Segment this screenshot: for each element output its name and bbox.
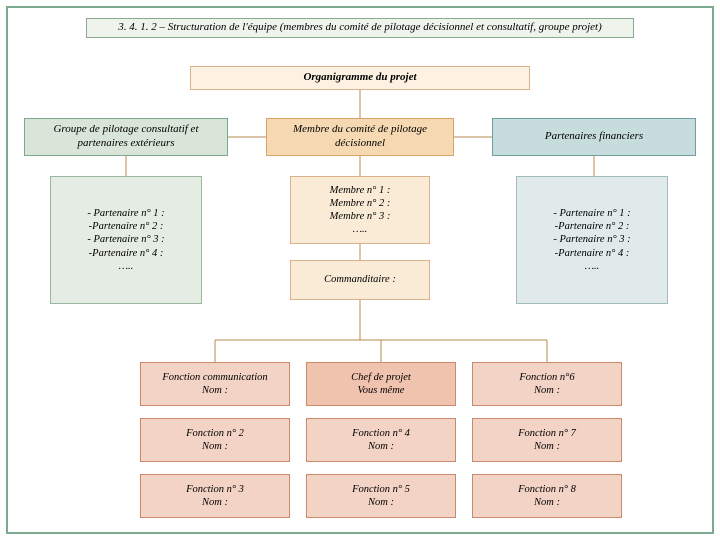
diagram-title-text: 3. 4. 1. 2 – Structuration de l'équipe (… <box>118 21 602 35</box>
function-r1-c3: Fonction n°6 Nom : <box>472 362 622 406</box>
body-financiers: - Partenaire n° 1 : -Partenaire n° 2 : -… <box>516 176 668 304</box>
diagram-title: 3. 4. 1. 2 – Structuration de l'équipe (… <box>86 18 634 38</box>
function-chef-de-projet: Chef de projet Vous même <box>306 362 456 406</box>
diagram-subtitle: Organigramme du projet <box>190 66 530 90</box>
function-label: Fonction n° 4 Nom : <box>352 427 410 453</box>
function-label: Fonction communication Nom : <box>162 371 267 397</box>
function-r2-c1: Fonction n° 2 Nom : <box>140 418 290 462</box>
function-r1-c1: Fonction communication Nom : <box>140 362 290 406</box>
head-consultatif: Groupe de pilotage consultatif et parten… <box>24 118 228 156</box>
body-commanditaire-text: Commanditaire : <box>324 273 396 286</box>
function-label: Fonction n° 2 Nom : <box>186 427 244 453</box>
function-r2-c3: Fonction n° 7 Nom : <box>472 418 622 462</box>
function-r3-c1: Fonction n° 3 Nom : <box>140 474 290 518</box>
function-label: Fonction n°6 Nom : <box>519 371 574 397</box>
head-decisionnel: Membre du comité de pilotage décisionnel <box>266 118 454 156</box>
function-label: Fonction n° 3 Nom : <box>186 483 244 509</box>
head-financiers-text: Partenaires financiers <box>545 130 643 144</box>
body-commanditaire: Commanditaire : <box>290 260 430 300</box>
function-r2-c2: Fonction n° 4 Nom : <box>306 418 456 462</box>
body-membres: Membre n° 1 : Membre n° 2 : Membre n° 3 … <box>290 176 430 244</box>
function-label: Fonction n° 5 Nom : <box>352 483 410 509</box>
body-consultatif: - Partenaire n° 1 : -Partenaire n° 2 : -… <box>50 176 202 304</box>
head-consultatif-text: Groupe de pilotage consultatif et parten… <box>31 123 221 151</box>
function-label: Fonction n° 8 Nom : <box>518 483 576 509</box>
function-r3-c3: Fonction n° 8 Nom : <box>472 474 622 518</box>
body-financiers-text: - Partenaire n° 1 : -Partenaire n° 2 : -… <box>553 207 630 273</box>
head-decisionnel-text: Membre du comité de pilotage décisionnel <box>273 123 447 151</box>
function-label: Fonction n° 7 Nom : <box>518 427 576 453</box>
function-r3-c2: Fonction n° 5 Nom : <box>306 474 456 518</box>
diagram-subtitle-text: Organigramme du projet <box>303 71 416 85</box>
body-consultatif-text: - Partenaire n° 1 : -Partenaire n° 2 : -… <box>87 207 164 273</box>
body-membres-text: Membre n° 1 : Membre n° 2 : Membre n° 3 … <box>330 184 391 237</box>
function-label: Chef de projet Vous même <box>351 371 411 397</box>
head-financiers: Partenaires financiers <box>492 118 696 156</box>
